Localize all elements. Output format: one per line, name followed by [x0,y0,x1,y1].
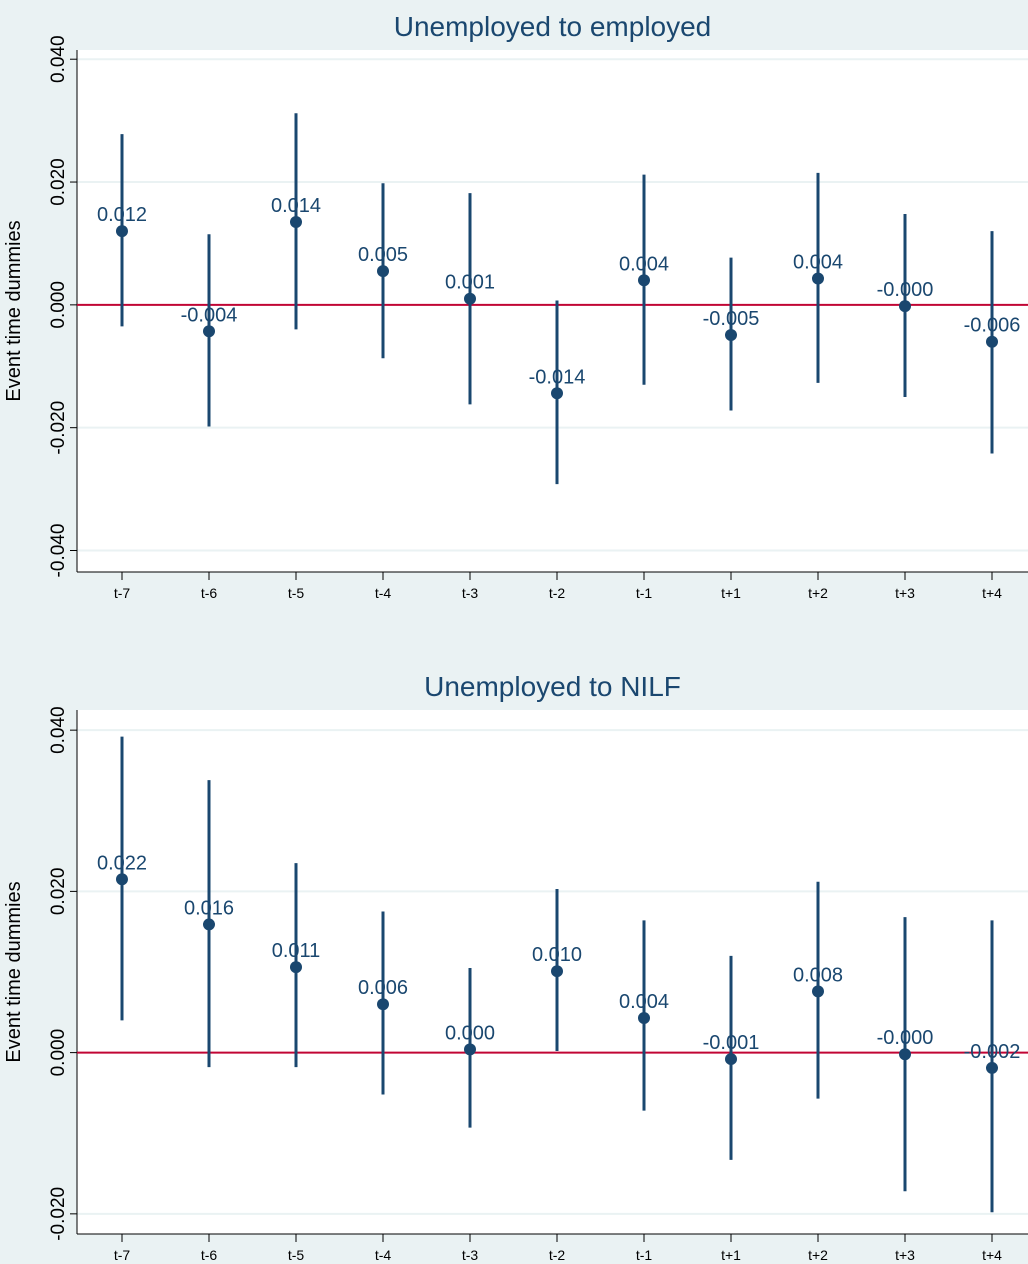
data-label: -0.006 [964,315,1021,337]
data-label: -0.014 [529,366,586,388]
data-label: -0.001 [703,1032,760,1054]
y-tick-label: 0.000 [48,1029,69,1077]
data-label: 0.012 [97,204,147,226]
x-tick-label: t-1 [636,585,653,601]
y-tick-label: 0.040 [48,706,69,754]
x-tick-label: t+2 [808,1247,828,1263]
chart-panel-1: -0.040 -0.020 0.000 0.020 0.040 t-7 t-6 t-5 t-4 t… [3,11,1028,601]
x-tick-label: t-1 [636,1247,653,1263]
data-point [290,215,302,228]
x-tick-label: t-7 [114,585,131,601]
x-tick-label: t-3 [462,1247,479,1263]
x-tick-label: t-7 [114,1247,131,1263]
data-label: -0.002 [964,1041,1021,1063]
chart-panel-2: -0.020 0.000 0.020 0.040 t-7 t-6 t-5 t-4 t-3 t-2 t… [3,671,1028,1263]
x-tick-label: t+4 [982,585,1002,601]
x-tick-label: t+3 [895,1247,915,1263]
x-tick-label: t+1 [721,585,741,601]
data-point [116,873,128,886]
y-axis-label: Event time dummies [3,220,25,401]
data-point [551,965,563,978]
data-label: 0.004 [619,253,669,275]
data-label: 0.000 [445,1022,495,1044]
x-tick-label: t-2 [549,585,566,601]
data-point [812,985,824,998]
data-label: 0.016 [184,897,234,919]
x-tick-label: t+2 [808,585,828,601]
y-tick-label: 0.000 [48,281,69,329]
data-point [638,274,650,287]
data-point [290,961,302,974]
y-tick-label: 0.020 [48,868,69,916]
data-point [551,387,563,400]
data-label: -0.005 [703,308,760,330]
data-label: 0.006 [358,977,408,999]
data-label: -0.000 [877,279,934,301]
x-tick-label: t-4 [375,1247,392,1263]
data-point [464,1043,476,1056]
data-label: 0.011 [272,940,321,962]
data-point [986,1061,998,1074]
y-tick-label: -0.020 [48,1187,69,1241]
data-point [116,225,128,238]
data-point [899,300,911,313]
x-tick-label: t+4 [982,1247,1002,1263]
x-tick-label: t-2 [549,1247,566,1263]
data-point [203,918,215,931]
chart-title: Unemployed to employed [394,11,712,42]
x-tick-label: t-5 [288,585,305,601]
data-point [464,292,476,305]
data-label: -0.000 [877,1027,934,1049]
x-tick-label: t-5 [288,1247,305,1263]
data-label: 0.014 [271,195,321,217]
x-tick-label: t-6 [201,585,218,601]
data-label: 0.005 [358,244,408,266]
data-point [986,335,998,348]
data-label: 0.022 [97,852,147,874]
data-label: 0.008 [793,964,843,986]
y-axis-label: Event time dummies [3,881,25,1062]
data-label: 0.010 [532,944,582,966]
data-point [638,1011,650,1024]
chart-title: Unemployed to NILF [424,671,681,702]
data-label: 0.004 [793,251,843,273]
data-point [899,1048,911,1061]
data-label: 0.001 [445,272,495,294]
y-tick-label: 0.040 [48,35,69,83]
data-point [812,272,824,285]
x-tick-label: t+1 [721,1247,741,1263]
data-label: 0.004 [619,991,669,1013]
plot-area [77,50,1028,572]
data-point [377,998,389,1011]
y-tick-label: -0.040 [48,524,69,578]
data-point [725,328,737,341]
data-point [377,265,389,278]
x-tick-label: t-6 [201,1247,218,1263]
y-tick-label: 0.020 [48,158,69,206]
x-tick-label: t-3 [462,585,479,601]
data-label: -0.004 [181,304,238,326]
x-tick-label: t-4 [375,585,392,601]
data-point [725,1053,737,1066]
x-tick-label: t+3 [895,585,915,601]
y-tick-label: -0.020 [48,401,69,455]
data-point [203,325,215,338]
